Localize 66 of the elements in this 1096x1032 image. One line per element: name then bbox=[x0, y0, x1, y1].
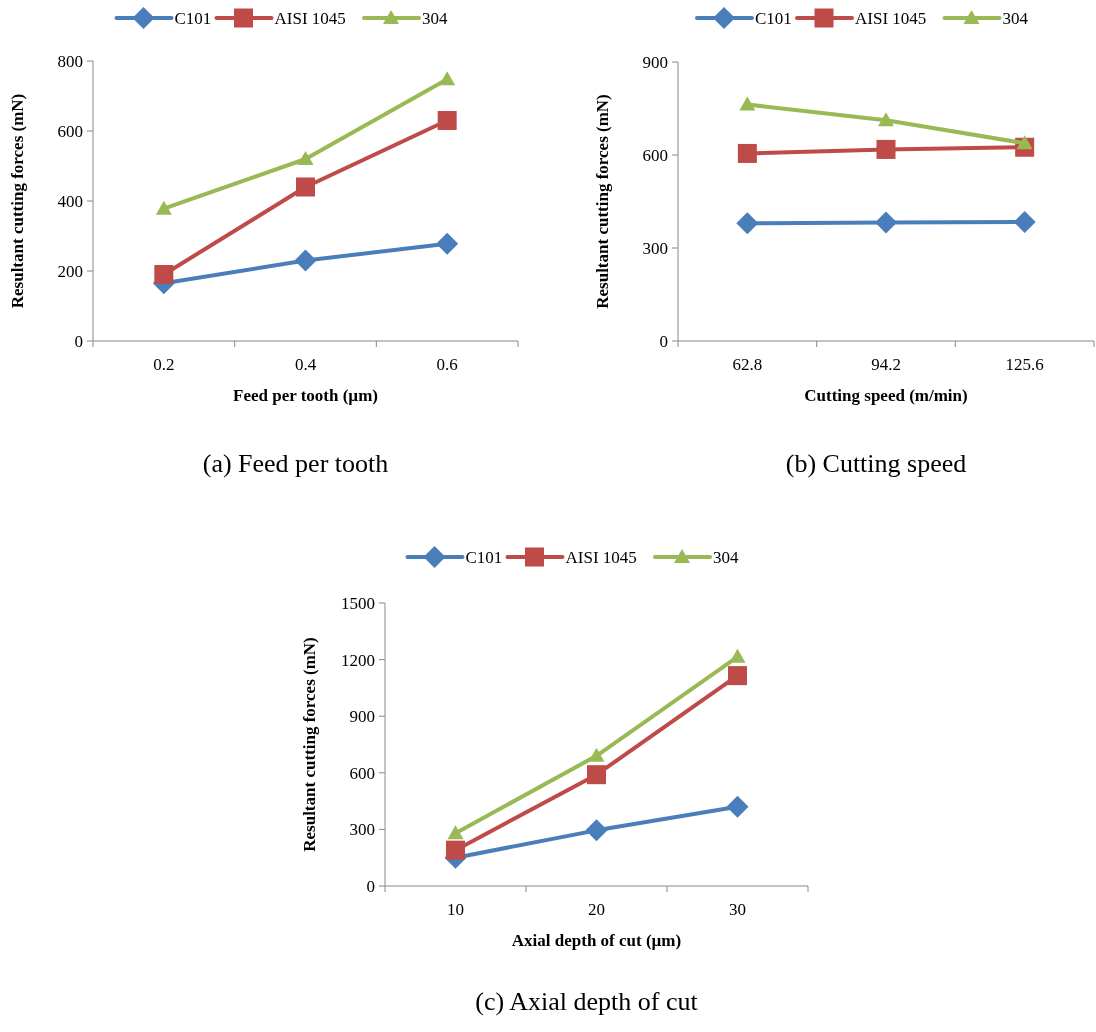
y-tick-label: 1500 bbox=[341, 593, 375, 613]
y-tick-label: 0 bbox=[366, 876, 375, 896]
point bbox=[587, 765, 606, 785]
point bbox=[439, 71, 456, 86]
y-tick-label: 400 bbox=[57, 191, 83, 211]
point bbox=[446, 840, 465, 860]
point bbox=[294, 249, 317, 272]
x-tick-label: 10 bbox=[447, 900, 464, 919]
legend-label: 304 bbox=[422, 9, 448, 28]
y-axis-title: Resultant cutting forces (mN) bbox=[593, 94, 612, 309]
point bbox=[1016, 135, 1033, 150]
y-tick-label: 200 bbox=[57, 261, 83, 281]
legend-label: 304 bbox=[713, 548, 739, 567]
point bbox=[875, 211, 897, 234]
legend-label: 304 bbox=[1002, 9, 1029, 28]
point bbox=[296, 177, 315, 197]
x-tick-label: 62.8 bbox=[732, 355, 763, 374]
legend-label: AISI 1045 bbox=[855, 9, 927, 28]
point bbox=[729, 648, 746, 663]
y-tick-label: 300 bbox=[349, 820, 375, 840]
x-tick-label: 20 bbox=[588, 900, 605, 919]
legend-label: AISI 1045 bbox=[274, 9, 346, 28]
x-tick-label: 0.4 bbox=[294, 355, 317, 374]
x-tick-label: 0.6 bbox=[436, 355, 458, 374]
legend-label: C101 bbox=[755, 9, 792, 28]
y-tick-label: 600 bbox=[349, 763, 375, 783]
point bbox=[1013, 210, 1036, 233]
y-tick-label: 900 bbox=[349, 707, 375, 727]
point bbox=[154, 265, 174, 284]
text: (c) Axial depth of cut bbox=[475, 987, 699, 1016]
y-tick-label: 0 bbox=[659, 331, 668, 351]
point bbox=[436, 232, 459, 255]
y-tick-label: 800 bbox=[57, 51, 83, 71]
point bbox=[728, 666, 747, 686]
point bbox=[437, 111, 457, 130]
point bbox=[155, 200, 172, 215]
point bbox=[739, 96, 756, 111]
point bbox=[585, 819, 608, 842]
point bbox=[878, 112, 894, 127]
point bbox=[737, 143, 757, 163]
y-axis-title: Resultant cutting forces (mN) bbox=[300, 637, 319, 852]
point bbox=[876, 139, 896, 159]
x-axis-title: Axial depth of cut (µm) bbox=[511, 931, 682, 950]
x-tick-label: 94.2 bbox=[871, 355, 901, 374]
y-tick-label: 600 bbox=[57, 121, 83, 141]
point bbox=[297, 151, 314, 165]
y-tick-label: 300 bbox=[642, 238, 668, 258]
x-axis-title: Feed per tooth (µm) bbox=[233, 386, 378, 405]
legend-label: AISI 1045 bbox=[565, 548, 637, 567]
point bbox=[726, 795, 749, 818]
y-tick-label: 900 bbox=[642, 52, 668, 72]
legend-label: C101 bbox=[465, 548, 503, 567]
y-tick-label: 1200 bbox=[341, 650, 375, 670]
x-axis-title: Cutting speed (m/min) bbox=[804, 386, 968, 405]
y-axis-title: Resultant cutting forces (mN) bbox=[8, 93, 27, 309]
point bbox=[588, 747, 605, 762]
y-tick-label: 600 bbox=[642, 145, 668, 165]
x-tick-label: 0.2 bbox=[153, 355, 175, 374]
x-tick-label: 125.6 bbox=[1005, 355, 1044, 374]
legend-label: C101 bbox=[174, 9, 212, 28]
y-tick-label: 0 bbox=[74, 331, 83, 351]
x-tick-label: 30 bbox=[729, 900, 746, 919]
text: (b) Cutting speed bbox=[785, 449, 967, 478]
point bbox=[447, 825, 464, 840]
point bbox=[736, 212, 759, 235]
text: (a) Feed per tooth bbox=[202, 449, 389, 478]
